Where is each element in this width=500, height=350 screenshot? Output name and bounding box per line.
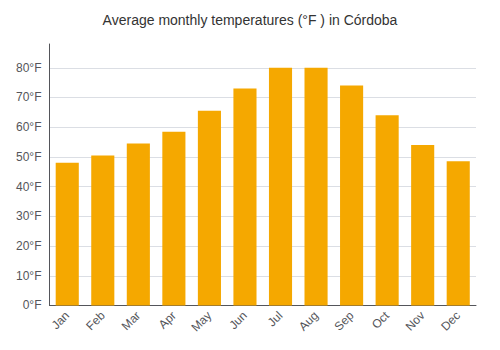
svg-text:Dec: Dec bbox=[438, 309, 463, 334]
svg-text:Jan: Jan bbox=[49, 309, 73, 333]
svg-text:Average monthly temperatures (: Average monthly temperatures (°F ) in Có… bbox=[103, 12, 398, 28]
svg-text:20°F: 20°F bbox=[16, 239, 41, 253]
svg-text:Feb: Feb bbox=[83, 308, 108, 333]
svg-text:Jun: Jun bbox=[226, 309, 250, 333]
svg-text:10°F: 10°F bbox=[16, 269, 41, 283]
svg-text:Sep: Sep bbox=[332, 308, 357, 333]
svg-text:Nov: Nov bbox=[403, 309, 428, 334]
svg-text:60°F: 60°F bbox=[16, 120, 41, 134]
svg-text:40°F: 40°F bbox=[16, 180, 41, 194]
svg-text:70°F: 70°F bbox=[16, 90, 41, 104]
svg-text:Oct: Oct bbox=[369, 308, 393, 332]
svg-text:Apr: Apr bbox=[156, 309, 179, 332]
svg-text:30°F: 30°F bbox=[16, 209, 41, 223]
svg-text:50°F: 50°F bbox=[16, 150, 41, 164]
svg-text:Jul: Jul bbox=[265, 309, 286, 330]
svg-text:0°F: 0°F bbox=[23, 298, 42, 312]
svg-text:May: May bbox=[188, 309, 214, 335]
svg-text:Mar: Mar bbox=[119, 309, 144, 333]
svg-text:80°F: 80°F bbox=[16, 61, 41, 75]
svg-text:Aug: Aug bbox=[296, 309, 321, 334]
